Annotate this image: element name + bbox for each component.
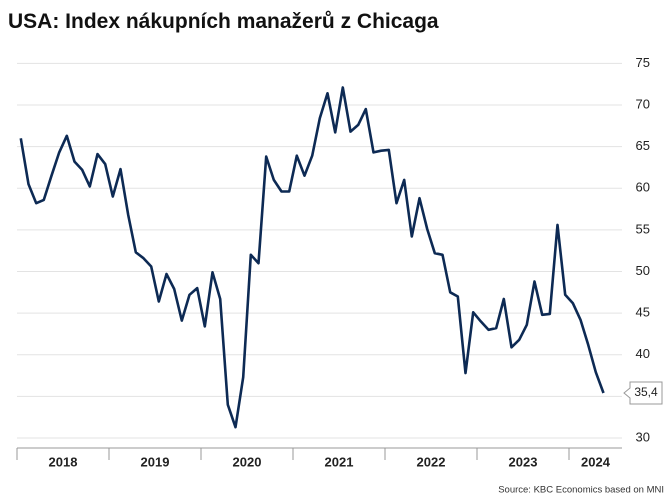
y-tick-label: 55 [636,221,650,236]
value-callout [623,381,663,405]
line-series [19,86,605,429]
x-tick-label: 2020 [233,454,262,469]
y-tick-label: 30 [636,429,650,444]
source: Source: KBC Economics based on MNI [498,485,664,496]
y-tick-label: 65 [636,138,650,153]
y-tick-label: 50 [636,263,650,278]
y-tick-label: 40 [636,346,650,361]
x-tick-label: 2022 [417,454,446,469]
chart-title: USA: Index nákupních manažerů z Chicaga [8,10,439,33]
x-tick-label: 2019 [141,454,170,469]
y-tick-label: 70 [636,96,650,111]
x-tick-label: 2018 [49,454,78,469]
y-tick-label: 75 [636,55,650,70]
x-tick-label: 2021 [325,454,354,469]
y-tick-label: 60 [636,180,650,195]
x-tick-label: 2023 [509,454,538,469]
y-tick-label: 45 [636,305,650,320]
x-tick-label: 2024 [581,454,611,469]
value-label: 35,4 [634,385,658,399]
